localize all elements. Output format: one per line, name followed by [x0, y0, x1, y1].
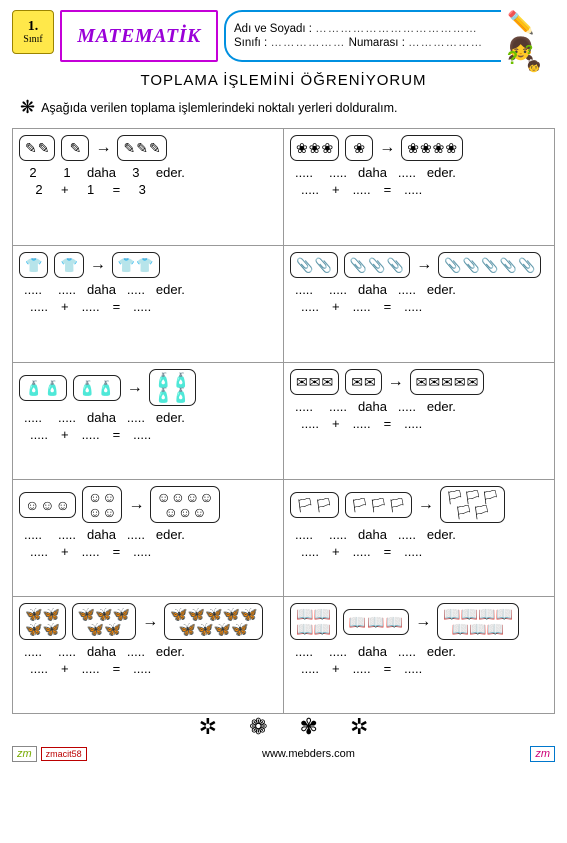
- arrow-icon: →: [416, 256, 432, 274]
- page-footer: zm zmacit58 www.mebders.com zm: [12, 746, 555, 762]
- word-line: ..........daha.....eder.: [290, 282, 548, 297]
- decorative-flowers: ✲ ❁ ✾ ✲: [12, 714, 555, 740]
- problem-row: 🧴🧴🧴🧴→🧴🧴🧴🧴 ..........daha.....eder. .....+.…: [13, 363, 554, 480]
- arrow-icon: →: [415, 613, 431, 631]
- class-line: Sınıfı : ……………… Numarası : ………………: [234, 37, 493, 49]
- equation-line: .....+.....=.....: [25, 544, 277, 559]
- arrow-icon: →: [388, 373, 404, 391]
- arrow-icon: →: [127, 379, 143, 397]
- subject-box: MATEMATİK: [60, 10, 218, 62]
- grade-word: Sınıf: [23, 34, 42, 45]
- arrow-icon: →: [128, 496, 144, 514]
- equation-line: .....+.....=.....: [296, 299, 548, 314]
- word-line: ..........daha.....eder.: [290, 165, 548, 180]
- word-line: ..........daha.....eder.: [290, 527, 548, 542]
- student-info-box: Adı ve Soyadı : ………………………………… Sınıfı : ……: [224, 10, 501, 62]
- arrow-icon: →: [95, 139, 111, 157]
- problem-row: 👕👕→👕👕 ..........daha.....eder. .....+.....…: [13, 246, 554, 363]
- author-stamp: zmacit58: [41, 747, 87, 761]
- arrow-icon: →: [379, 139, 395, 157]
- instruction-text: Aşağıda verilen toplama işlemlerindeki n…: [41, 101, 397, 115]
- problem-cell: ✎✎✎→✎✎✎ 21daha3eder. 2+1=3: [13, 129, 284, 245]
- word-line: ..........daha.....eder.: [290, 399, 548, 414]
- arrow-icon: →: [418, 496, 434, 514]
- site-url: www.mebders.com: [262, 748, 355, 760]
- header-row: 1. Sınıf MATEMATİK Adı ve Soyadı : ………………: [12, 10, 555, 62]
- problem-cell: ❀❀❀❀→❀❀❀❀ ..........daha.....eder. .....+.…: [284, 129, 554, 245]
- word-line: ..........daha.....eder.: [19, 282, 277, 297]
- flower-icon: ✲: [199, 714, 217, 740]
- equation-line: .....+.....=.....: [25, 299, 277, 314]
- picture-equation: ✎✎✎→✎✎✎: [19, 135, 277, 161]
- problem-row: ☺☺☺☺☺☺☺→☺☺☺☺☺☺☺ ..........daha.....eder..…: [13, 480, 554, 597]
- page-title: TOPLAMA İŞLEMİNİ ÖĞRENİYORUM: [12, 72, 555, 89]
- equation-line: .....+.....=.....: [296, 182, 548, 197]
- problem-grid: ✎✎✎→✎✎✎ 21daha3eder. 2+1=3 ❀❀❀❀→❀❀❀❀.......…: [12, 128, 555, 714]
- problem-cell: ☺☺☺☺☺☺☺→☺☺☺☺☺☺☺ ..........daha.....eder..…: [13, 480, 284, 596]
- arrow-icon: →: [90, 256, 106, 274]
- flower-icon: ✲: [350, 714, 368, 740]
- picture-equation: ☺☺☺☺☺☺☺→☺☺☺☺☺☺☺: [19, 486, 277, 523]
- picture-equation: 🏳🏳🏳🏳🏳→🏳🏳🏳🏳🏳: [290, 486, 548, 523]
- zm-badge-right: zm: [530, 746, 555, 762]
- word-line: ..........daha.....eder.: [290, 644, 548, 659]
- equation-line: .....+.....=.....: [296, 416, 548, 431]
- picture-equation: 🦋🦋🦋🦋🦋🦋🦋🦋🦋→🦋🦋🦋🦋🦋🦋🦋🦋🦋: [19, 603, 277, 640]
- problem-cell: 🏳🏳🏳🏳🏳→🏳🏳🏳🏳🏳 ..........daha.....eder......…: [284, 480, 554, 596]
- word-line: ..........daha.....eder.: [19, 527, 277, 542]
- problem-cell: 📖📖📖📖📖📖📖→📖📖📖📖📖📖📖 ..........daha.....eder..…: [284, 597, 554, 713]
- flower-icon: ✾: [300, 714, 318, 740]
- flower-icon: ❋: [20, 97, 35, 118]
- problem-row: ✎✎✎→✎✎✎ 21daha3eder. 2+1=3 ❀❀❀❀→❀❀❀❀.......…: [13, 129, 554, 246]
- word-line: ..........daha.....eder.: [19, 410, 277, 425]
- picture-equation: ❀❀❀❀→❀❀❀❀: [290, 135, 548, 161]
- subject-label: MATEMATİK: [77, 25, 200, 48]
- picture-equation: 📎📎📎📎📎→📎📎📎📎📎: [290, 252, 548, 278]
- equation-line: .....+.....=.....: [296, 661, 548, 676]
- picture-equation: 📖📖📖📖📖📖📖→📖📖📖📖📖📖📖: [290, 603, 548, 640]
- picture-equation: 🧴🧴🧴🧴→🧴🧴🧴🧴: [19, 369, 277, 406]
- name-line: Adı ve Soyadı : …………………………………: [234, 23, 493, 35]
- grade-badge: 1. Sınıf: [12, 10, 54, 54]
- problem-row: 🦋🦋🦋🦋🦋🦋🦋🦋🦋→🦋🦋🦋🦋🦋🦋🦋🦋🦋 ..........daha.....ed…: [13, 597, 554, 714]
- problem-cell: 🧴🧴🧴🧴→🧴🧴🧴🧴 ..........daha.....eder. .....+.…: [13, 363, 284, 479]
- equation-line: 2+1=3: [25, 182, 277, 197]
- picture-equation: 👕👕→👕👕: [19, 252, 277, 278]
- problem-cell: 👕👕→👕👕 ..........daha.....eder. .....+.....…: [13, 246, 284, 362]
- word-line: ..........daha.....eder.: [19, 644, 277, 659]
- problem-cell: ✉✉✉✉✉→✉✉✉✉✉ ..........daha.....eder......…: [284, 363, 554, 479]
- picture-equation: ✉✉✉✉✉→✉✉✉✉✉: [290, 369, 548, 395]
- equation-line: .....+.....=.....: [25, 661, 277, 676]
- grade-number: 1.: [28, 19, 39, 34]
- equation-line: .....+.....=.....: [25, 427, 277, 442]
- boy-illustration: ? ? 🧒: [511, 60, 557, 140]
- equation-line: .....+.....=.....: [296, 544, 548, 559]
- worksheet-page: 1. Sınıf MATEMATİK Adı ve Soyadı : ………………: [0, 0, 567, 768]
- instruction-line: ❋ Aşağıda verilen toplama işlemlerindeki…: [20, 97, 555, 118]
- problem-cell: 🦋🦋🦋🦋🦋🦋🦋🦋🦋→🦋🦋🦋🦋🦋🦋🦋🦋🦋 ..........daha.....ed…: [13, 597, 284, 713]
- zm-badge: zm: [12, 746, 37, 762]
- flower-icon: ❁: [249, 714, 267, 740]
- arrow-icon: →: [142, 613, 158, 631]
- problem-cell: 📎📎📎📎📎→📎📎📎📎📎 ..........daha.....eder......…: [284, 246, 554, 362]
- word-line: 21daha3eder.: [19, 165, 277, 180]
